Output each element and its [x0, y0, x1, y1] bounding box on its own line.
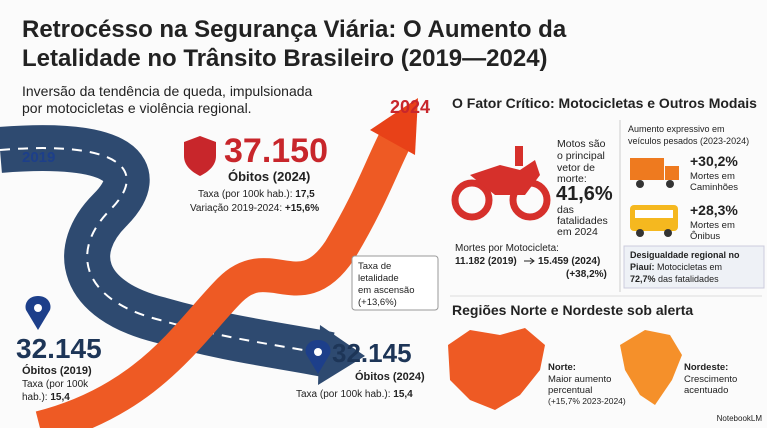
norte-text: Maior aumento: [548, 374, 611, 385]
per-moto-label: Mortes por Motocicleta:: [455, 243, 559, 254]
moto-text: Motos são: [557, 138, 606, 150]
heavy-text: veículos pesados (2023-2024): [628, 136, 749, 146]
regional-box: [623, 245, 765, 289]
buses-text: Mortes em: [690, 220, 735, 231]
footer: NotebookLM: [717, 414, 763, 423]
section-title: O Fator Crítico: Motocicletas e Outros M…: [452, 95, 757, 111]
trucks-pct: +30,2%: [690, 153, 738, 169]
callout-text: (+13,6%): [358, 297, 397, 308]
callout-text: Taxa de: [358, 261, 391, 272]
moto-text: das: [557, 204, 574, 216]
moto-text: vetor de: [557, 162, 595, 174]
arrow: [524, 257, 535, 265]
rising-arrow: [35, 132, 411, 428]
rate-label: Taxa (por 100k hab.):: [296, 389, 393, 400]
road-arrowhead: [318, 325, 365, 385]
per-moto-2019: 11.182 (2019): [455, 256, 517, 267]
buses-text: Ônibus: [690, 231, 720, 242]
regional-text: Piauí: Motocicletas em: [630, 262, 722, 272]
pin-dot: [314, 348, 322, 356]
regional-tail: das fatalidades: [656, 274, 720, 284]
rate-label: hab.):: [22, 392, 50, 403]
rate-value: 17,5: [295, 189, 315, 200]
rising-arrowhead: [370, 98, 418, 155]
title: Retrocésso na Segurança Viária: O Aument…: [22, 16, 567, 43]
nordeste-text: Crescimento: [684, 374, 737, 385]
rate: hab.): 15,4: [22, 392, 70, 403]
rate: Taxa (por 100k hab.): 17,5: [198, 189, 315, 200]
deaths-label: Óbitos (2019): [22, 364, 92, 377]
section-title: Regiões Norte e Nordeste sob alerta: [452, 302, 693, 318]
moto-text: morte:: [557, 173, 587, 185]
regional-title: Desigualdade regional no: [630, 250, 740, 260]
per-moto-change: (+38,2%): [566, 269, 607, 280]
pin-icon: [305, 340, 331, 374]
shield-icon: [184, 136, 216, 176]
per-moto-2024: 15.459 (2024): [538, 256, 600, 267]
nordeste-text: acentuado: [684, 385, 728, 396]
deaths-2024: 37.150: [224, 132, 328, 170]
regional-text: 72,7% das fatalidades: [630, 274, 719, 284]
moto-text: o principal: [557, 150, 605, 162]
pin-dot: [34, 304, 42, 312]
trucks-text: Mortes em: [690, 171, 735, 182]
regional-line: Motocicletas em: [657, 262, 722, 272]
norte-label: Norte:: [548, 362, 576, 373]
deaths-label: Óbitos (2024): [355, 370, 425, 383]
rate-value: 15,4: [393, 389, 413, 400]
bus-icon: [630, 205, 678, 237]
subtitle: por motocicletas e violência regional.: [22, 100, 252, 116]
norte-text: percentual: [548, 385, 592, 396]
norte-text: (+15,7% 2023-2024): [548, 396, 626, 406]
norte-map: [448, 328, 545, 410]
buses-pct: +28,3%: [690, 202, 738, 218]
callout-text: letalidade: [358, 273, 399, 284]
callout-box: [351, 255, 439, 311]
title: Letalidade no Trânsito Brasileiro (2019—…: [22, 45, 548, 72]
moto-pct: 41,6%: [556, 183, 613, 205]
nordeste-label: Nordeste:: [684, 362, 728, 373]
heavy-text: Aumento expressivo em: [628, 124, 725, 134]
callout-text: em ascensão: [358, 285, 415, 296]
trucks-text: Caminhões: [690, 182, 738, 193]
deaths-2019: 32.145: [16, 333, 102, 364]
rate: Taxa (por 100k hab.): 15,4: [296, 389, 413, 400]
truck-icon: [630, 158, 679, 188]
rate: Taxa (por 100k: [22, 379, 89, 390]
motorcycle-icon: [451, 146, 551, 221]
deaths-label: Óbitos (2024): [228, 169, 310, 184]
moto-text: fatalidades: [557, 215, 608, 227]
regional-label: Piauí:: [630, 262, 657, 272]
subtitle: Inversão da tendência de queda, impulsio…: [22, 83, 313, 99]
year-start: 2019: [22, 149, 55, 166]
variation-value: +15,6%: [285, 203, 319, 214]
regional-pct: 72,7%: [630, 274, 656, 284]
moto-text: em 2024: [557, 226, 598, 238]
rate-value: 15,4: [50, 392, 70, 403]
pin-icon: [25, 296, 51, 330]
nordeste-map: [620, 330, 682, 405]
deaths-2024-alt: 32.145: [332, 338, 412, 368]
year-end: 2024: [390, 97, 430, 117]
variation: Variação 2019-2024: +15,6%: [190, 203, 319, 214]
variation-label: Variação 2019-2024:: [190, 203, 285, 214]
road-line: [0, 147, 331, 356]
rate-label: Taxa (por 100k hab.):: [198, 189, 295, 200]
